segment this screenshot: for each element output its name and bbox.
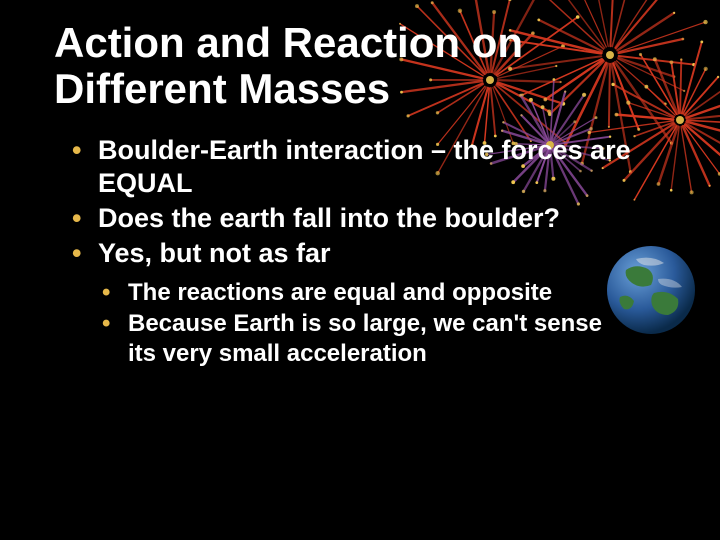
list-item: Because Earth is so large, we can't sens… (102, 309, 602, 368)
list-item: Yes, but not as far (72, 237, 632, 270)
primary-bullet-list: Boulder-Earth interaction – the forces a… (54, 134, 680, 270)
slide: Action and Reaction on Different Masses … (0, 0, 720, 540)
secondary-bullet-list: The reactions are equal and opposite Bec… (54, 278, 680, 368)
list-item: Does the earth fall into the boulder? (72, 202, 632, 235)
slide-title: Action and Reaction on Different Masses (54, 20, 680, 112)
list-item: Boulder-Earth interaction – the forces a… (72, 134, 632, 200)
list-item: The reactions are equal and opposite (102, 278, 602, 307)
